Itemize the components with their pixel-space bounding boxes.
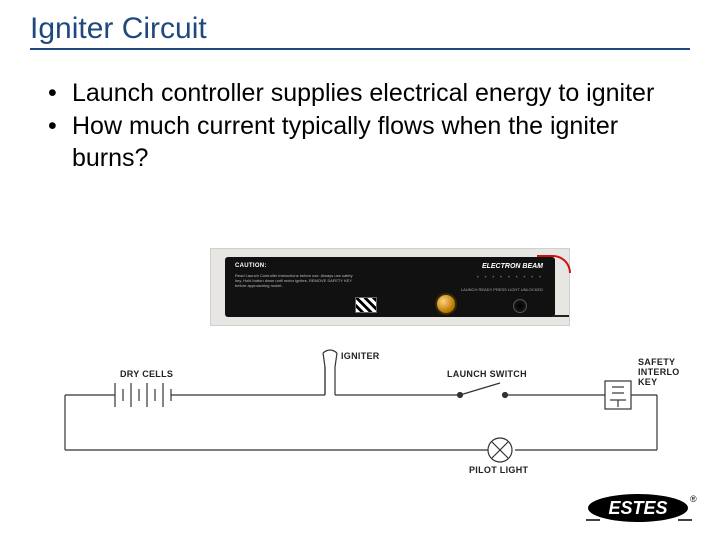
controller-brand: ELECTRON BEAM: [482, 263, 543, 270]
bullet-list: Launch controller supplies electrical en…: [30, 78, 690, 174]
logo-text: ESTES: [608, 498, 667, 518]
pilot-light-icon: [488, 438, 512, 462]
bullet-item: How much current typically flows when th…: [48, 111, 690, 174]
slide-title: Igniter Circuit: [30, 12, 690, 46]
key-hole-icon: [513, 299, 527, 313]
registered-mark: ®: [690, 494, 697, 504]
hazard-stripes-icon: [355, 297, 377, 313]
igniter-label: IGNITER: [341, 351, 380, 361]
controller-side-labels: LAUNCH READY PRESS LIGHT UNLOCKED: [461, 287, 543, 292]
slide: Igniter Circuit Launch controller suppli…: [0, 0, 720, 540]
red-wire-icon: [537, 255, 571, 273]
launch-switch-icon: [458, 383, 508, 398]
dry-cells-icon: [115, 383, 171, 407]
caution-label: CAUTION:: [235, 263, 267, 269]
estes-logo: ESTES ®: [582, 490, 702, 526]
igniter-icon: [323, 350, 337, 395]
safety-key-icon: [605, 381, 631, 409]
title-underline: [30, 48, 690, 50]
launch-controller-photo: CAUTION: Read Launch Controller instruct…: [210, 248, 570, 326]
launch-button-icon: [435, 293, 457, 315]
pilot-light-label: PILOT LIGHT: [469, 465, 528, 475]
caution-fineprint: Read Launch Controller instructions befo…: [235, 273, 355, 289]
bullet-item: Launch controller supplies electrical en…: [48, 78, 690, 109]
safety-key-label: SAFETY INTERLOCK KEY: [638, 357, 680, 387]
launch-switch-label: LAUNCH SWITCH: [447, 369, 527, 379]
controller-dots: • • • • • • • • •: [477, 275, 543, 281]
circuit-diagram: DRY CELLS IGNITER LAUNCH SWITCH PILOT LI…: [45, 345, 680, 475]
controller-body: CAUTION: Read Launch Controller instruct…: [225, 257, 555, 317]
dry-cells-label: DRY CELLS: [120, 369, 173, 379]
black-wire-icon: [553, 315, 569, 317]
